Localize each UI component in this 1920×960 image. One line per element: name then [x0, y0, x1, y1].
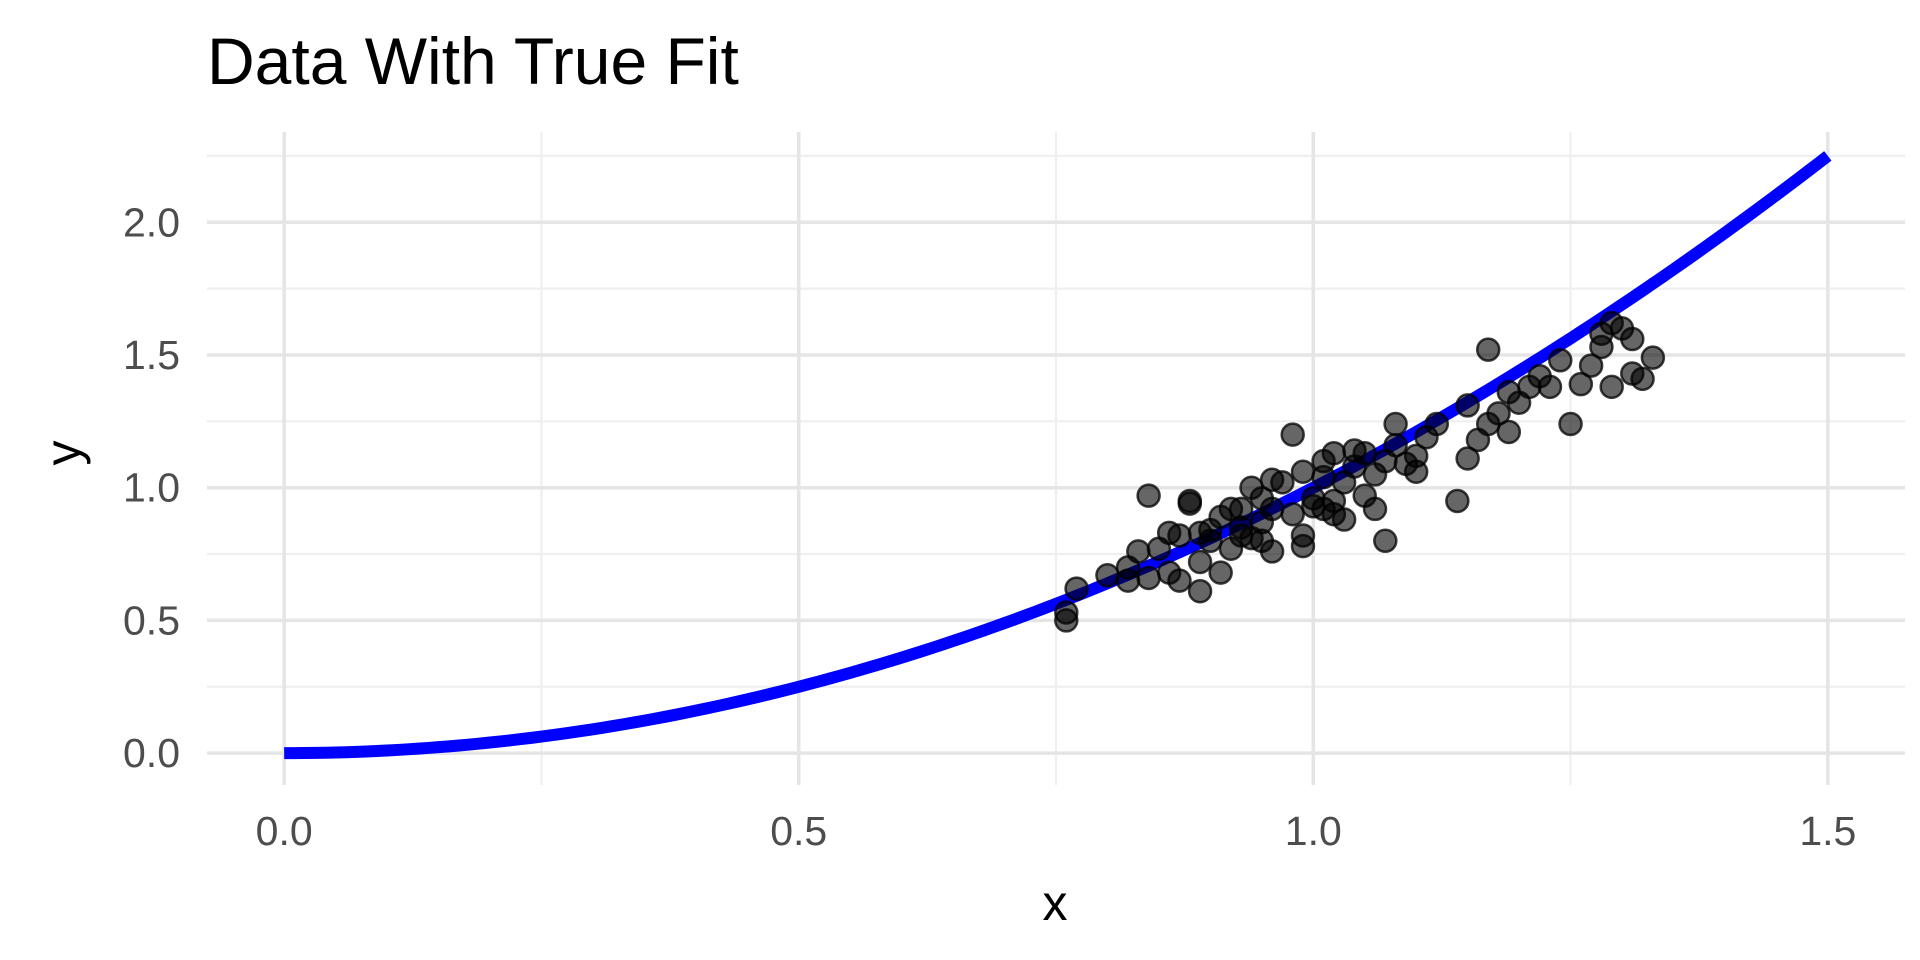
- data-point: [1475, 337, 1501, 362]
- y-tick-label: 1.5: [123, 332, 180, 378]
- data-point: [1373, 528, 1398, 554]
- y-tick-label: 0.5: [123, 597, 180, 643]
- data-point: [1321, 440, 1347, 466]
- data-point: [1620, 326, 1645, 352]
- data-point: [1311, 464, 1336, 490]
- data-point: [1455, 446, 1480, 471]
- data-point: [1228, 496, 1254, 522]
- data-point: [1208, 560, 1233, 585]
- data-point: [1548, 348, 1573, 373]
- x-tick-label: 1.0: [1285, 808, 1342, 854]
- data-point: [1599, 374, 1624, 400]
- data-point: [1167, 523, 1192, 548]
- true-fit-curve-layer: [284, 151, 1832, 760]
- x-tick-label: 0.0: [256, 808, 313, 854]
- x-axis-title: x: [1043, 875, 1068, 931]
- data-point: [1095, 563, 1120, 588]
- data-point: [1290, 533, 1316, 559]
- data-points-layer: [1054, 310, 1666, 633]
- x-tick-label: 0.5: [770, 808, 827, 854]
- data-point: [1167, 568, 1192, 593]
- data-point: [1198, 528, 1223, 554]
- data-point: [1455, 393, 1480, 418]
- y-tick-label: 2.0: [123, 199, 180, 245]
- data-point: [1136, 483, 1161, 508]
- data-point: [1558, 411, 1583, 437]
- data-point: [1259, 539, 1285, 564]
- data-point: [1259, 496, 1285, 522]
- data-point: [1383, 411, 1408, 437]
- true-fit-curve: [284, 151, 1832, 760]
- data-point: [1331, 507, 1357, 532]
- x-axis-ticks: 0.0 0.5 1.0 1.5: [256, 808, 1857, 854]
- y-axis-title: y: [35, 441, 91, 466]
- data-point: [1280, 501, 1305, 527]
- data-point: [1383, 432, 1408, 458]
- data-point: [1270, 470, 1295, 495]
- data-point: [1054, 600, 1079, 625]
- data-point: [1496, 419, 1522, 445]
- data-point: [1578, 353, 1604, 378]
- data-point: [1424, 411, 1450, 437]
- data-point: [1352, 440, 1377, 466]
- data-point: [1640, 345, 1666, 370]
- data-point: [1280, 422, 1305, 447]
- chart-title: Data With True Fit: [207, 24, 739, 98]
- x-tick-label: 1.5: [1799, 808, 1856, 854]
- y-tick-label: 0.0: [123, 730, 180, 776]
- data-point: [1362, 496, 1388, 522]
- data-point: [1126, 539, 1151, 564]
- y-axis-ticks: 0.0 0.5 1.0 1.5 2.0: [123, 199, 180, 776]
- gridlines: [207, 132, 1905, 785]
- data-point: [1568, 371, 1594, 397]
- data-point: [1290, 459, 1316, 485]
- data-point: [1187, 578, 1213, 604]
- data-point: [1187, 549, 1213, 575]
- data-point: [1177, 488, 1203, 514]
- data-point: [1486, 401, 1511, 426]
- y-tick-label: 1.0: [123, 465, 180, 511]
- data-point: [1064, 576, 1089, 601]
- data-point: [1537, 374, 1563, 400]
- data-point: [1445, 488, 1470, 514]
- data-point: [1403, 459, 1429, 485]
- data-point: [1136, 565, 1161, 591]
- data-point: [1630, 366, 1655, 392]
